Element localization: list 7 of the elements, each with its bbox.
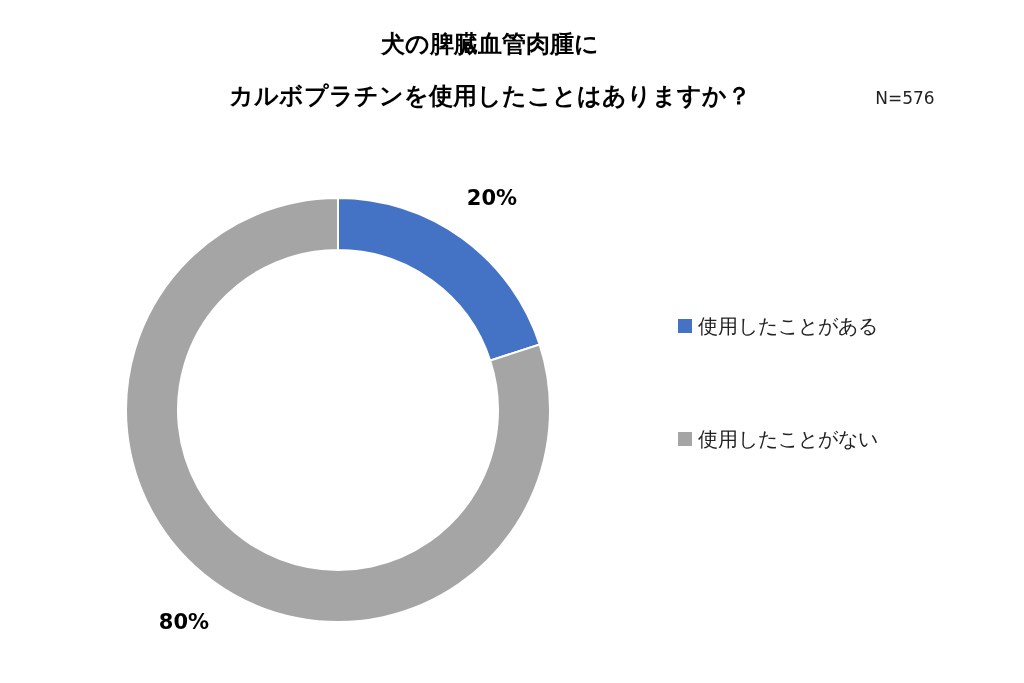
chart-title: 犬の脾臓血管肉腫に bbox=[380, 30, 599, 58]
legend-label: 使用したことがない bbox=[698, 427, 878, 451]
data-label: 20% bbox=[466, 186, 518, 211]
data-label: 80% bbox=[158, 609, 210, 634]
chart-subtitle: カルボプラチンを使用したことはありますか？ bbox=[229, 82, 751, 110]
legend-label: 使用したことがある bbox=[698, 314, 878, 338]
text: N=576 bbox=[875, 88, 935, 108]
